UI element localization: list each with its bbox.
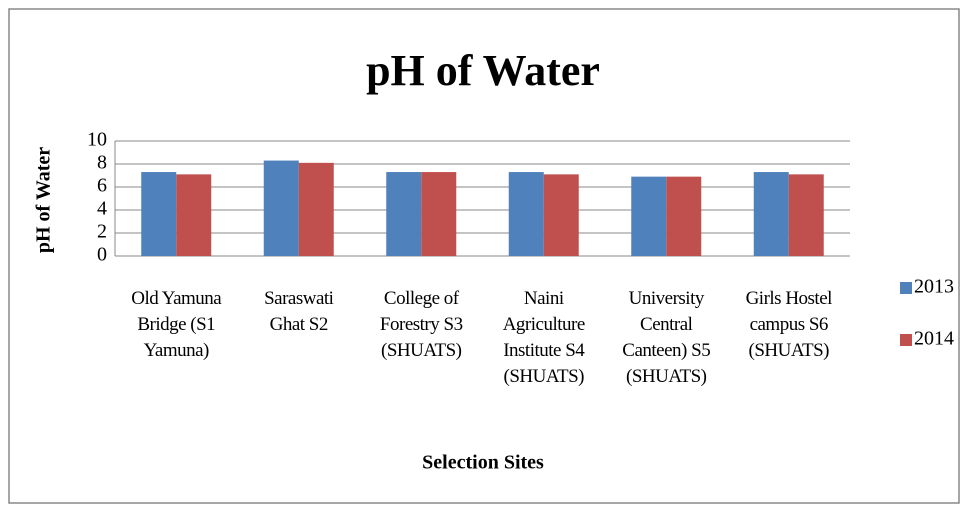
legend-label: 2014 — [914, 328, 954, 350]
y-tick-label: 8 — [97, 152, 107, 174]
x-tick-label: College of Forestry S3 (SHUATS) — [379, 288, 463, 361]
x-tick-label: Old Yamuna Bridge (S1 Yamuna) — [131, 288, 222, 361]
x-tick-label: University Central Canteen) S5 (SHUATS) — [622, 288, 711, 387]
bar — [421, 172, 457, 256]
x-tick-label: Naini Agriculture Institute S4 (SHUATS) — [502, 288, 586, 387]
legend-swatch — [900, 282, 912, 294]
bar — [298, 162, 334, 256]
bar — [543, 174, 579, 256]
chart-title: pH of Water — [366, 46, 600, 95]
bar — [788, 174, 824, 256]
legend-label: 2013 — [914, 276, 954, 298]
legend-swatch — [900, 334, 912, 346]
y-tick-label: 2 — [97, 221, 107, 243]
bar — [631, 176, 667, 256]
y-tick-label: 10 — [87, 129, 107, 151]
x-tick-label: Girls Hostel campus S6 (SHUATS) — [745, 288, 833, 361]
bar — [666, 176, 702, 256]
bar — [263, 160, 299, 256]
y-tick-label: 6 — [97, 175, 107, 197]
y-tick-label: 4 — [97, 198, 107, 220]
bar — [141, 172, 177, 256]
bar — [753, 172, 789, 256]
bar — [176, 174, 212, 256]
bar — [386, 172, 422, 256]
x-axis-label: Selection Sites — [422, 452, 544, 474]
y-tick-label: 0 — [97, 244, 107, 266]
x-tick-label: Saraswati Ghat S2 — [264, 288, 334, 335]
bar — [508, 172, 544, 256]
y-axis-label: pH of Water — [33, 147, 55, 253]
